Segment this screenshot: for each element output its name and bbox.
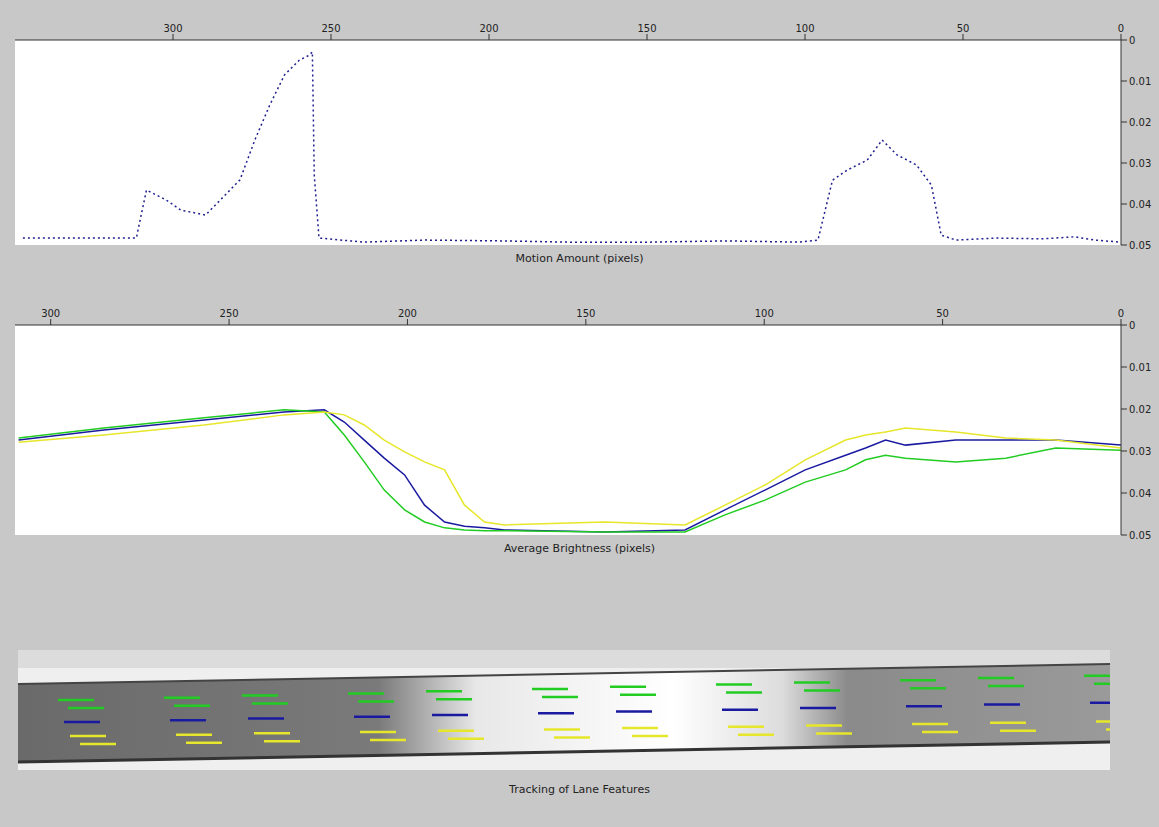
- svg-text:0.03: 0.03: [1129, 446, 1151, 457]
- svg-text:100: 100: [755, 308, 774, 319]
- svg-text:0.03: 0.03: [1129, 158, 1151, 169]
- svg-text:200: 200: [398, 308, 417, 319]
- svg-text:300: 300: [41, 308, 60, 319]
- svg-text:0: 0: [1118, 308, 1124, 319]
- svg-text:200: 200: [479, 23, 498, 34]
- svg-text:0: 0: [1129, 320, 1135, 331]
- html-text:Tracking of Lane Features: Tracking of Lane Features: [509, 783, 650, 796]
- svg-text:0.01: 0.01: [1129, 76, 1151, 87]
- svg-text:0.02: 0.02: [1129, 404, 1151, 415]
- svg-text:50: 50: [936, 308, 949, 319]
- svg-text:150: 150: [637, 23, 656, 34]
- svg-text:250: 250: [321, 23, 340, 34]
- svg-text:0.01: 0.01: [1129, 362, 1151, 373]
- html-text:Motion Amount (pixels): Motion Amount (pixels): [515, 252, 644, 265]
- svg-text:50: 50: [957, 23, 970, 34]
- svg-text:0.04: 0.04: [1129, 199, 1151, 210]
- svg-text:300: 300: [163, 23, 182, 34]
- svg-text:0.05: 0.05: [1129, 530, 1151, 540]
- svg-text:150: 150: [576, 308, 595, 319]
- svg-text:0.05: 0.05: [1129, 240, 1151, 250]
- svg-text:0: 0: [1118, 23, 1124, 34]
- svg-text:0.02: 0.02: [1129, 117, 1151, 128]
- html-text:Average Brightness (pixels): Average Brightness (pixels): [503, 542, 655, 555]
- svg-text:0: 0: [1129, 35, 1135, 46]
- svg-text:250: 250: [220, 308, 239, 319]
- svg-text:100: 100: [795, 23, 814, 34]
- svg-text:0.04: 0.04: [1129, 488, 1151, 499]
